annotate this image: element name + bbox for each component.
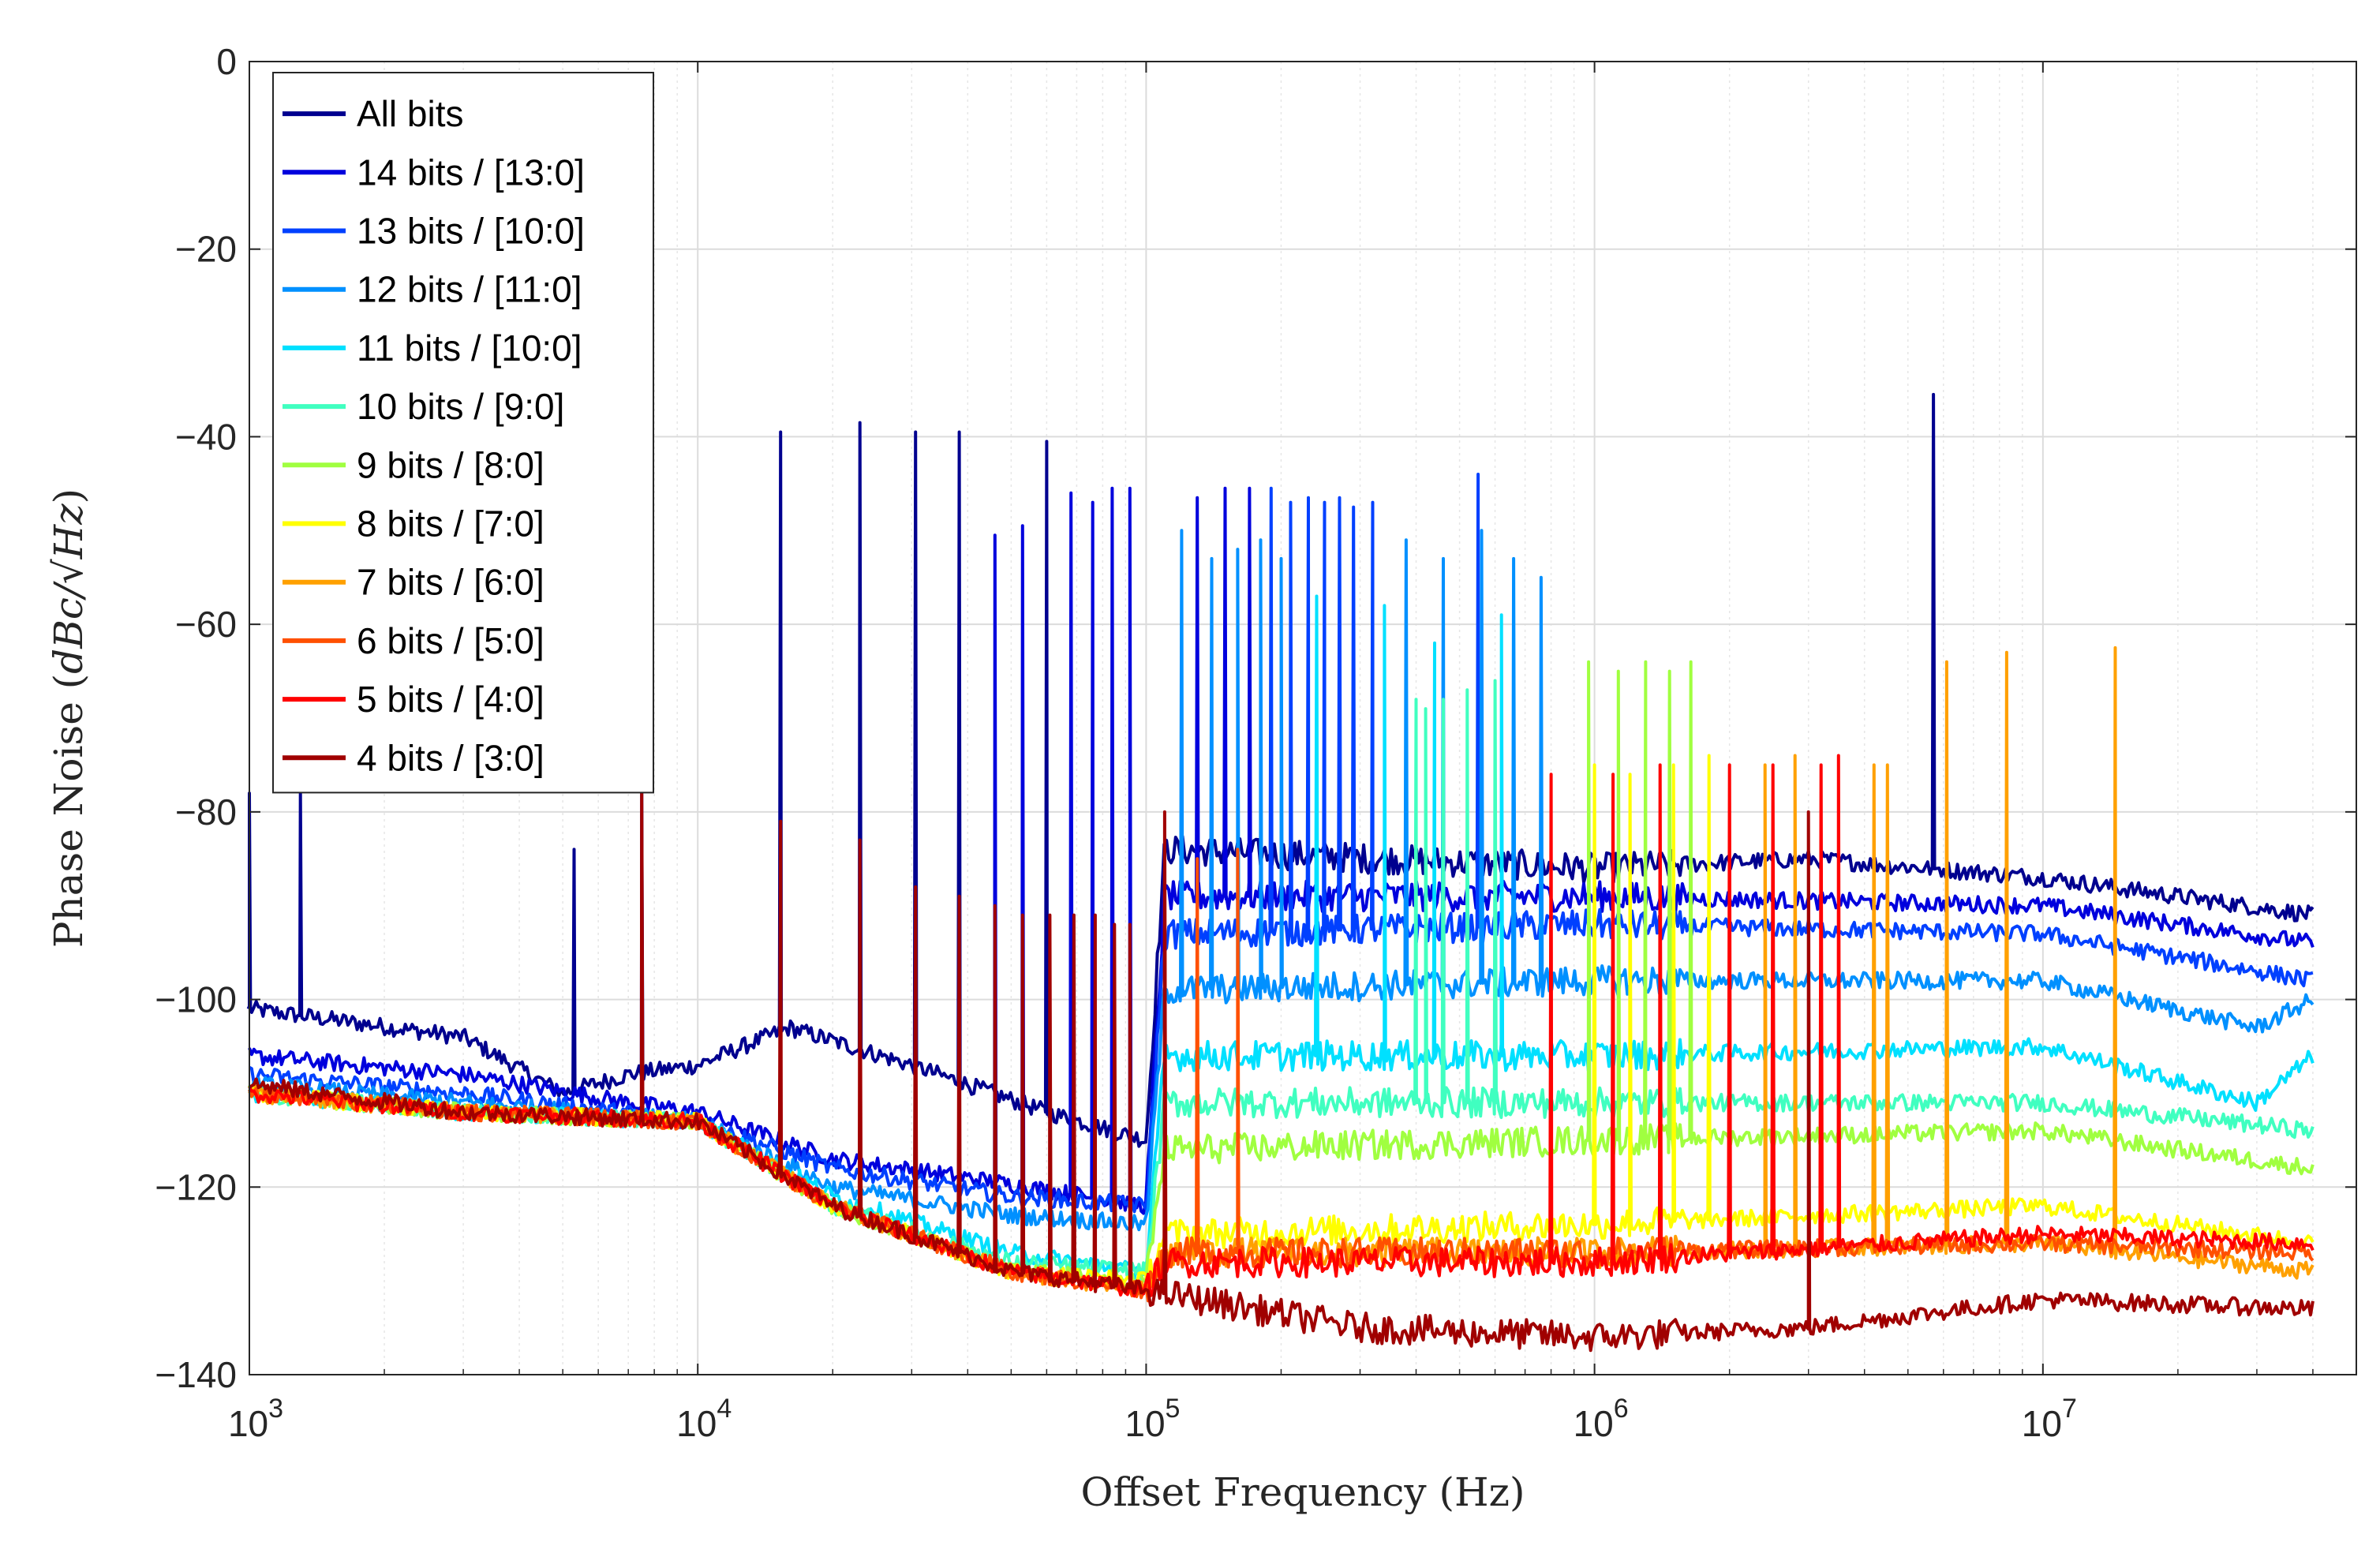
- y-tick-label: −80: [175, 791, 237, 833]
- legend-label: All bits: [357, 93, 463, 134]
- y-axis-label-prefix: Phase Noise (: [46, 674, 92, 948]
- legend-label: 4 bits / [3:0]: [357, 737, 544, 778]
- y-axis-label-suffix: ): [46, 488, 92, 504]
- x-tick-label: 104: [676, 1394, 732, 1444]
- legend-label: 13 bits / [10:0]: [357, 211, 585, 252]
- legend-label: 7 bits / [6:0]: [357, 562, 544, 603]
- series-layer: [246, 392, 2315, 1353]
- x-tick-label: 105: [1125, 1394, 1180, 1444]
- y-axis-label-unit: dBc/√Hz: [46, 503, 92, 674]
- legend-label: 14 bits / [13:0]: [357, 152, 585, 193]
- legend: All bits 14 bits / [13:0] 13 bits / [10:0]…: [272, 72, 654, 794]
- legend-label: 12 bits / [11:0]: [357, 269, 582, 310]
- series-line-9: [248, 848, 2315, 1303]
- x-tick-label: 107: [2022, 1394, 2077, 1444]
- legend-label: 5 bits / [4:0]: [357, 679, 544, 720]
- x-axis-label: Offset Frequency (Hz): [1080, 1469, 1525, 1515]
- legend-label: 10 bits / [9:0]: [357, 386, 564, 427]
- legend-label: 8 bits / [7:0]: [357, 503, 544, 544]
- legend-label: 6 bits / [5:0]: [357, 620, 544, 661]
- series-line-2: [249, 473, 2314, 1214]
- y-tick-label: −100: [155, 979, 237, 1020]
- y-tick-label: −120: [155, 1166, 237, 1207]
- legend-label: 9 bits / [8:0]: [357, 444, 544, 485]
- series-line-1: [248, 486, 2315, 1215]
- series-line-7: [249, 754, 2315, 1291]
- x-tick-label: 106: [1574, 1394, 1629, 1444]
- series-line-11: [249, 791, 2315, 1353]
- y-axis-label: Phase Noise (dBc/√Hz): [46, 488, 92, 948]
- y-tick-label: −40: [175, 416, 237, 457]
- y-tick-label: 0: [216, 41, 237, 82]
- legend-box: [272, 72, 654, 794]
- plot-frame: [249, 61, 2357, 1375]
- x-tick-label: 103: [228, 1394, 283, 1444]
- y-tick-label: −20: [175, 229, 237, 270]
- y-tick-label: −60: [175, 604, 237, 645]
- y-tick-label: −140: [155, 1354, 237, 1395]
- series-line-0: [246, 392, 2315, 1148]
- legend-label: 11 bits / [10:0]: [357, 327, 582, 369]
